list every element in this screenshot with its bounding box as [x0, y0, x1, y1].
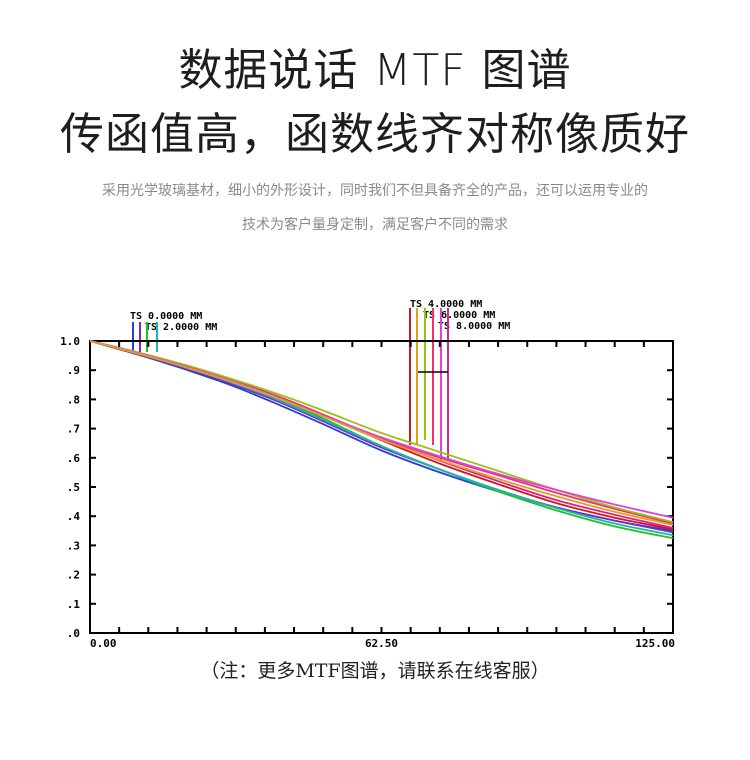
y-tick-label: 1.0 — [60, 335, 80, 348]
legend-entry: TS 0.0000 MM — [130, 311, 202, 322]
y-tick-label: .0 — [67, 627, 80, 640]
legend-entry: TS 2.0000 MM — [145, 322, 217, 333]
page-title: 数据说话 MTF 图谱 — [178, 45, 572, 96]
legend-entry: TS 6.0000 MM — [423, 310, 495, 321]
axis-labels: 1.0 .9 .8 .7 .6 .5 .4 .3 .2 .1 .0 0.00 62.50 125.00 — [60, 335, 675, 650]
mtf-series-line — [89, 340, 674, 526]
x-tick-label: 62.50 — [365, 637, 398, 650]
mtf-series-line — [89, 340, 674, 523]
description-line-1: 采用光学玻璃基材，细小的外形设计，同时我们不但具备齐全的产品，还可以运用专业的 — [102, 183, 648, 199]
y-tick-label: .2 — [67, 569, 80, 582]
page-subtitle: 传函值高，函数线齐对称像质好 — [60, 109, 690, 160]
x-tick-label: 0.00 — [90, 637, 117, 650]
footnote: （注：更多MTF图谱，请联系在线客服） — [200, 660, 550, 682]
y-tick-label: .7 — [67, 423, 80, 436]
description-line-2: 技术为客户量身定制，满足客户不同的需求 — [242, 217, 508, 233]
mtf-series-line — [89, 340, 674, 532]
legend-entry: TS 8.0000 MM — [438, 321, 510, 332]
legend-entry: TS 4.0000 MM — [410, 299, 482, 310]
y-tick-label: .9 — [67, 364, 80, 377]
y-tick-label: .4 — [67, 510, 81, 523]
y-tick-label: .5 — [67, 481, 80, 494]
y-tick-label: .3 — [67, 539, 80, 552]
y-tick-label: .1 — [67, 598, 81, 611]
mtf-series-line — [89, 340, 674, 529]
y-tick-label: .6 — [67, 452, 81, 465]
field-markers — [132, 308, 449, 460]
y-tick-label: .8 — [67, 393, 80, 406]
axis-ticks — [90, 341, 673, 633]
plot-frame — [89, 340, 674, 634]
x-tick-label: 125.00 — [635, 637, 675, 650]
mtf-curves — [89, 340, 674, 539]
